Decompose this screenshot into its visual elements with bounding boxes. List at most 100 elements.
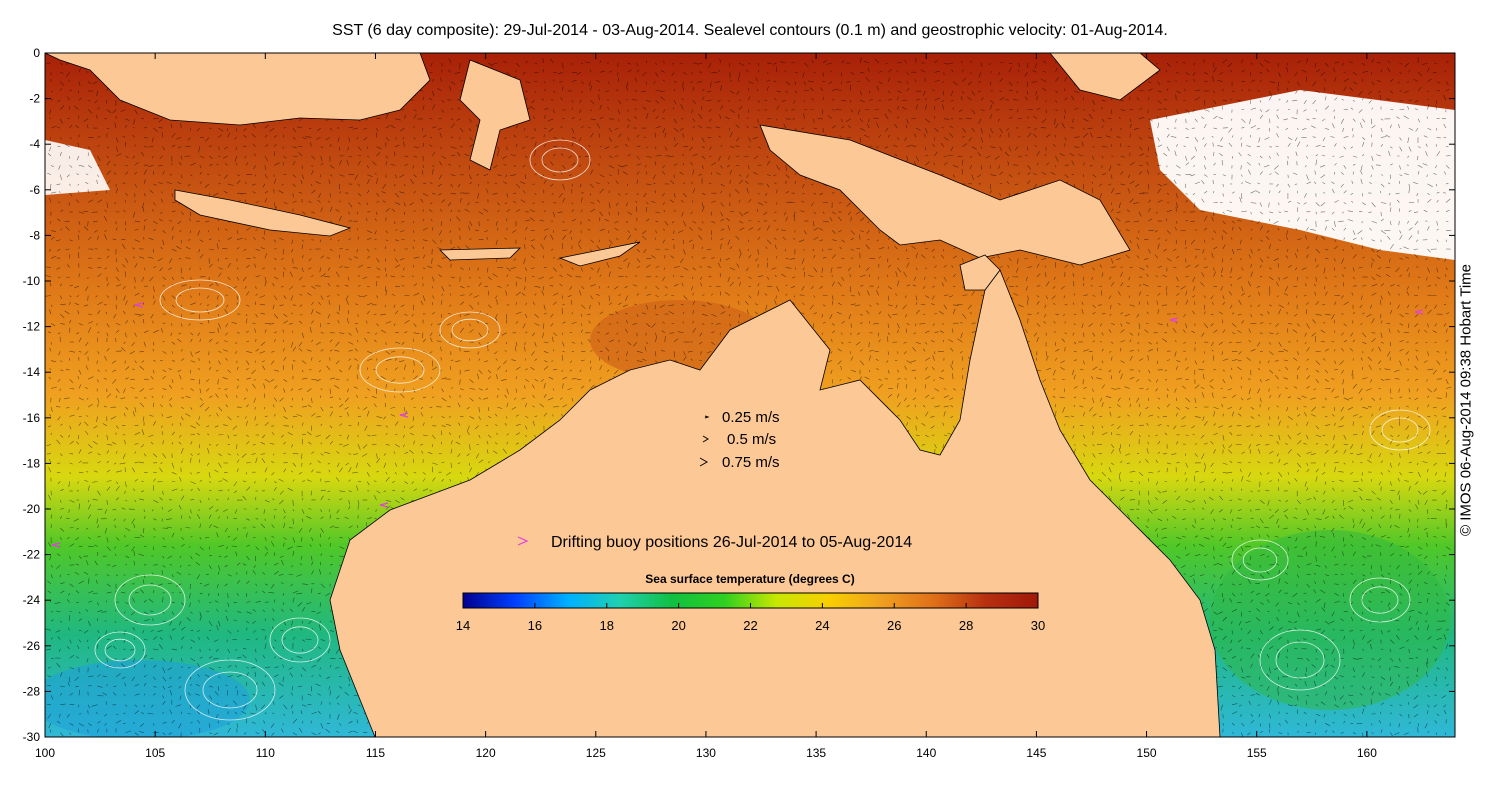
colorbar-tick-label: 16 (528, 618, 542, 633)
coral-sea-green-patch (1210, 530, 1450, 710)
y-tick-label: -24 (23, 593, 41, 607)
contour-loop (375, 356, 425, 384)
contour-loop (184, 659, 276, 721)
contour-loop (541, 147, 579, 173)
legend-label-025: 0.25 m/s (722, 409, 780, 426)
colorbar: Sea surface temperature (degrees C) 14 16… (456, 572, 1045, 633)
x-tick-label: 155 (1247, 746, 1267, 760)
x-tick-label: 145 (1026, 746, 1046, 760)
x-tick-label: 100 (35, 746, 55, 760)
contour-loop (159, 279, 241, 321)
y-tick-label: -6 (29, 183, 40, 197)
colorbar-tick-label: 20 (671, 618, 685, 633)
colorbar-tick-label: 24 (815, 618, 829, 633)
buoy-marker (379, 502, 389, 508)
sealevel-contours (94, 139, 1431, 721)
colorbar-tick-label: 14 (456, 618, 470, 633)
java-land (174, 189, 352, 237)
contour-loop (269, 617, 331, 663)
contour-loop (94, 631, 146, 669)
x-axis: 100 105 110 115 120 125 130 135 140 145 150 155 160 (35, 53, 1377, 760)
y-tick-label: -14 (23, 365, 41, 379)
contour-loop (281, 626, 319, 654)
x-tick-label: 125 (586, 746, 606, 760)
velocity-legend: 0.25 m/s 0.5 m/s 0.75 m/s (699, 409, 780, 471)
cloud-gap-region (1150, 90, 1455, 260)
contour-loop (1231, 539, 1289, 581)
cool-pocket-patch (45, 660, 250, 737)
contour-loop (128, 584, 172, 616)
y-tick-label: -26 (23, 639, 41, 653)
contour-loop (451, 318, 489, 342)
x-tick-label: 115 (366, 746, 385, 760)
colorbar-tick-label: 28 (959, 618, 973, 633)
x-tick-label: 120 (476, 746, 496, 760)
contour-loop (1361, 586, 1399, 614)
new-guinea-land (759, 124, 1131, 266)
contour-loop (104, 638, 136, 662)
legend-label-075: 0.75 m/s (722, 454, 780, 471)
colorbar-tick-label: 26 (887, 618, 901, 633)
contour-loop (1369, 409, 1431, 451)
y-tick-label: -22 (23, 548, 41, 562)
x-tick-label: 140 (916, 746, 936, 760)
y-tick-label: -16 (23, 411, 41, 425)
y-tick-label: -28 (23, 684, 41, 698)
x-tick-label: 135 (806, 746, 826, 760)
colorbar-title: Sea surface temperature (degrees C) (645, 572, 854, 586)
y-tick-label: -12 (23, 320, 41, 334)
new-guinea-highlands (1049, 53, 1161, 101)
contour-loop (202, 671, 258, 709)
colorbar-ticks: 14 16 18 20 22 24 26 28 30 (456, 603, 1045, 633)
plot-frame (44, 52, 1456, 738)
contour-loop (114, 574, 186, 626)
legend-label-05: 0.5 m/s (727, 431, 776, 448)
x-tick-label: 110 (256, 746, 275, 760)
y-tick-label: -2 (29, 92, 40, 106)
buoy-marker (1169, 317, 1179, 323)
colorbar-tick-label: 18 (600, 618, 614, 633)
x-tick-label: 150 (1137, 746, 1157, 760)
colorbar-tick-label: 30 (1031, 618, 1045, 633)
legend-arrow-075 (699, 457, 709, 467)
buoy-marker (399, 412, 409, 418)
timor-land (558, 241, 641, 267)
contour-loop (1259, 629, 1341, 691)
contour-loop (1349, 577, 1411, 623)
contour-loop (529, 139, 591, 181)
y-tick-label: -10 (23, 274, 41, 288)
land-masses (45, 53, 1221, 737)
buoy-legend-marker (517, 536, 529, 546)
contour-loop (439, 311, 501, 349)
y-tick-label: -8 (29, 228, 40, 242)
contour-loop (359, 347, 441, 393)
x-tick-label: 160 (1357, 746, 1377, 760)
cloud-gap-sumatra (45, 140, 110, 195)
contour-loop (175, 287, 225, 313)
x-tick-label: 130 (696, 746, 716, 760)
sulawesi-land (459, 59, 531, 171)
australia-land (329, 269, 1221, 737)
buoy-markers (51, 302, 1424, 548)
y-tick-label: -4 (29, 137, 40, 151)
buoy-marker (134, 302, 144, 308)
map-title: SST (6 day composite): 29-Jul-2014 - 03-… (332, 22, 1168, 39)
legend-arrow-05 (702, 435, 709, 443)
contour-loop (1381, 417, 1419, 443)
y-tick-label: -30 (23, 730, 41, 744)
buoy-marker (1414, 309, 1424, 315)
flores-land (439, 247, 521, 261)
legend-arrow-025 (704, 415, 710, 419)
imos-credit: © IMOS 06-Aug-2014 09:38 Hobart Time (1457, 263, 1475, 537)
contour-loop (1275, 641, 1325, 679)
cape-york-land (959, 254, 1001, 291)
buoy-marker (51, 542, 61, 548)
contour-loop (1242, 547, 1278, 573)
y-tick-label: -20 (23, 502, 41, 516)
buoy-legend: Drifting buoy positions 26-Jul-2014 to 0… (517, 534, 912, 551)
borneo-land (45, 53, 431, 126)
y-tick-label: -18 (23, 456, 41, 470)
buoy-legend-label: Drifting buoy positions 26-Jul-2014 to 0… (551, 534, 912, 551)
x-tick-label: 105 (145, 746, 165, 760)
